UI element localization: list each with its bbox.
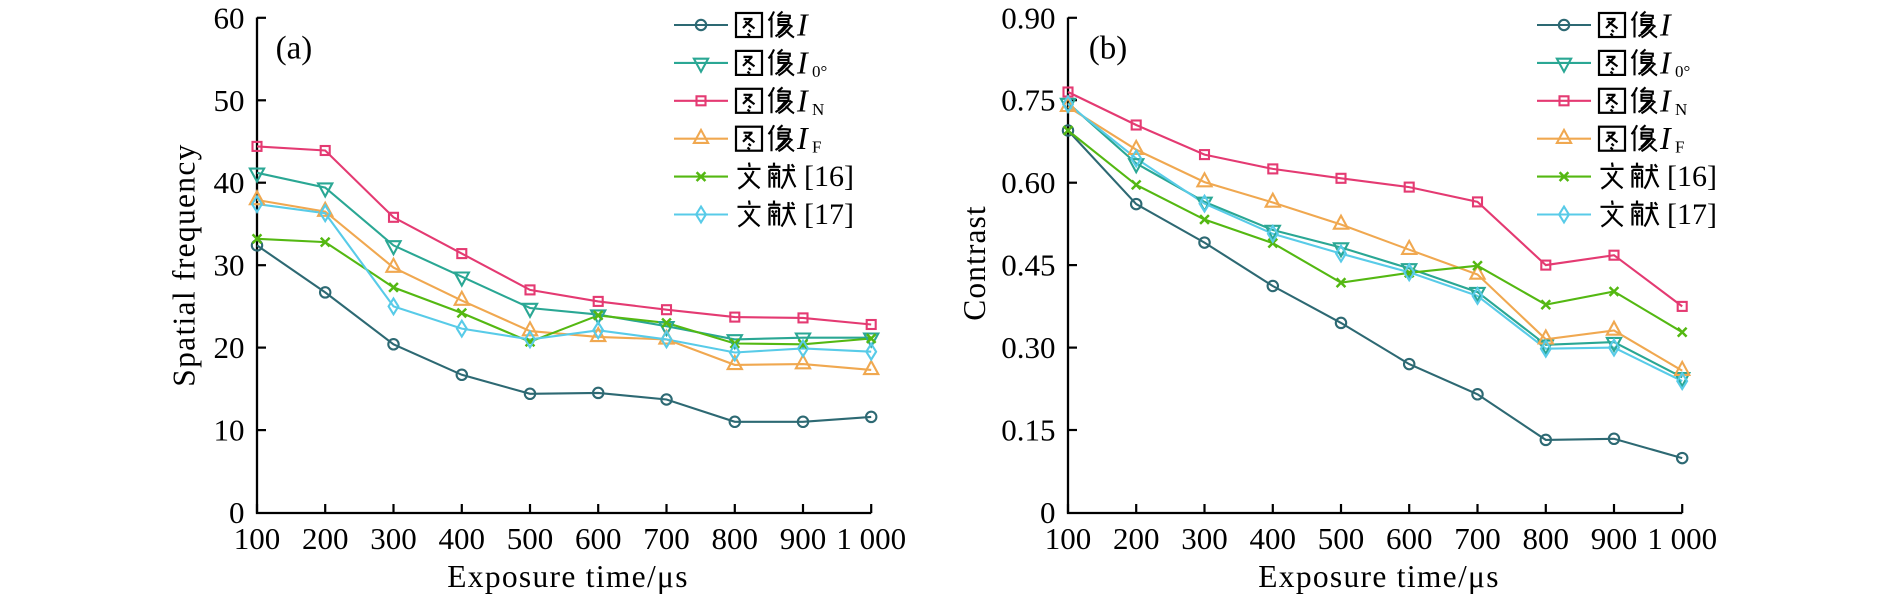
svg-text:F: F bbox=[812, 138, 821, 157]
svg-text:(a): (a) bbox=[276, 31, 313, 67]
svg-text:500: 500 bbox=[507, 521, 554, 556]
svg-text:I: I bbox=[1659, 44, 1672, 80]
svg-text:Spatial frequency: Spatial frequency bbox=[167, 143, 202, 386]
svg-text:400: 400 bbox=[1250, 521, 1297, 556]
svg-text:20: 20 bbox=[214, 330, 245, 365]
svg-text:0: 0 bbox=[229, 495, 245, 530]
svg-text:300: 300 bbox=[1181, 521, 1228, 556]
svg-text:0.45: 0.45 bbox=[1001, 248, 1055, 283]
svg-text:N: N bbox=[812, 100, 824, 119]
svg-text:0.75: 0.75 bbox=[1001, 83, 1055, 118]
svg-text:600: 600 bbox=[575, 521, 622, 556]
svg-text:(b): (b) bbox=[1089, 31, 1127, 67]
svg-text:Contrast: Contrast bbox=[957, 205, 992, 321]
svg-text:I: I bbox=[796, 82, 809, 118]
svg-text:0: 0 bbox=[1040, 495, 1056, 530]
svg-text:700: 700 bbox=[1454, 521, 1501, 556]
svg-text:10: 10 bbox=[214, 413, 245, 448]
svg-text:1 000: 1 000 bbox=[836, 521, 906, 556]
svg-text:800: 800 bbox=[712, 521, 759, 556]
svg-text:0.60: 0.60 bbox=[1001, 165, 1055, 200]
svg-text:40: 40 bbox=[214, 165, 245, 200]
svg-text:500: 500 bbox=[1318, 521, 1365, 556]
svg-text:200: 200 bbox=[1113, 521, 1160, 556]
svg-text:Exposure time/μs: Exposure time/μs bbox=[1258, 559, 1500, 594]
svg-text:0.30: 0.30 bbox=[1001, 330, 1055, 365]
svg-text:Exposure time/μs: Exposure time/μs bbox=[447, 559, 689, 594]
svg-text:1 000: 1 000 bbox=[1647, 521, 1717, 556]
svg-text:200: 200 bbox=[302, 521, 349, 556]
svg-text:0.90: 0.90 bbox=[1001, 0, 1055, 35]
svg-text:0°: 0° bbox=[1675, 62, 1690, 81]
svg-text:I: I bbox=[1659, 82, 1672, 118]
svg-text:0°: 0° bbox=[812, 62, 827, 81]
svg-text:50: 50 bbox=[214, 83, 245, 118]
svg-text:[16]: [16] bbox=[804, 160, 854, 193]
svg-text:900: 900 bbox=[780, 521, 827, 556]
svg-text:100: 100 bbox=[1045, 521, 1092, 556]
svg-text:[17]: [17] bbox=[1667, 198, 1717, 231]
svg-text:300: 300 bbox=[370, 521, 417, 556]
svg-text:900: 900 bbox=[1591, 521, 1638, 556]
svg-text:700: 700 bbox=[643, 521, 690, 556]
svg-text:400: 400 bbox=[439, 521, 486, 556]
svg-text:I: I bbox=[1659, 120, 1672, 156]
svg-text:F: F bbox=[1675, 138, 1684, 157]
svg-text:0.15: 0.15 bbox=[1001, 413, 1055, 448]
svg-text:[16]: [16] bbox=[1667, 160, 1717, 193]
svg-text:N: N bbox=[1675, 100, 1687, 119]
svg-text:[17]: [17] bbox=[804, 198, 854, 231]
svg-text:600: 600 bbox=[1386, 521, 1433, 556]
svg-text:I: I bbox=[1659, 7, 1672, 43]
svg-text:800: 800 bbox=[1523, 521, 1570, 556]
svg-text:I: I bbox=[796, 44, 809, 80]
svg-text:I: I bbox=[796, 7, 809, 43]
svg-text:60: 60 bbox=[214, 0, 245, 35]
svg-text:30: 30 bbox=[214, 248, 245, 283]
svg-text:I: I bbox=[796, 120, 809, 156]
svg-text:100: 100 bbox=[234, 521, 281, 556]
